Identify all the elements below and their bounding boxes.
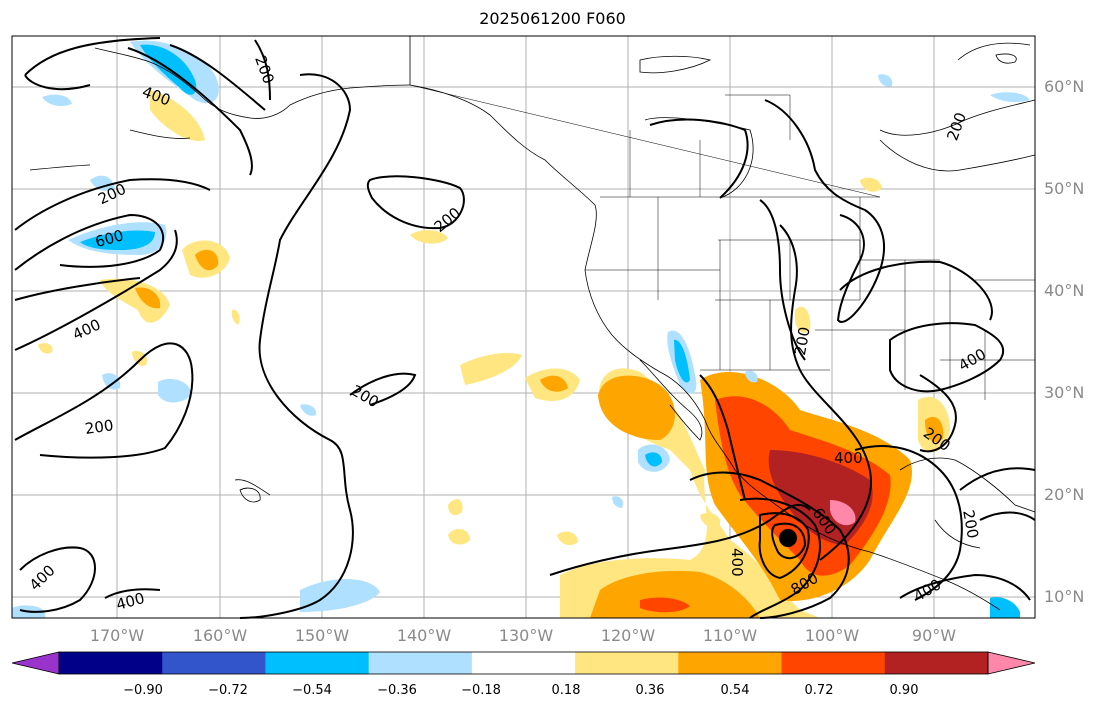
colorbar-tick-label: 0.18 (551, 683, 581, 698)
colorbar-extend-high (987, 651, 1036, 675)
shade-yellow-mid1 (410, 230, 448, 244)
shade-yellow-small9 (231, 309, 240, 325)
lon-label: 90°W (911, 626, 957, 645)
storm-center-marker (779, 529, 797, 547)
colorbar-segment (781, 652, 886, 674)
lon-label: 140°W (396, 626, 452, 645)
colorbar-tick-label: 0.72 (804, 683, 834, 698)
positive-shading (38, 90, 950, 618)
colorbar-extend-low (11, 651, 60, 675)
colorbar-border (58, 651, 989, 675)
shade-yellow-small7 (38, 342, 53, 354)
colorbar-segment (471, 652, 576, 674)
lat-label: 10°N (1044, 587, 1085, 606)
shade-lightblue-small2 (90, 175, 115, 191)
shade-yellow-small5 (794, 306, 811, 333)
lat-label: 30°N (1044, 383, 1085, 402)
lon-label: 170°W (89, 626, 145, 645)
colorbar-segment (884, 652, 989, 674)
lat-label: 20°N (1044, 485, 1085, 504)
shade-yellow-small8 (132, 350, 147, 366)
shade-lightblue-small1 (42, 94, 72, 106)
shade-yellow-small2 (448, 528, 470, 545)
shade-orange-pacific (590, 570, 760, 618)
colorbar-tick-label: −0.72 (208, 683, 248, 698)
shade-yellow-small6 (700, 513, 721, 528)
colorbar-tick-label: 0.54 (720, 683, 750, 698)
colorbar-tick-label: −0.54 (292, 683, 332, 698)
colorbar-segment (59, 652, 163, 674)
shade-yellow-small3 (557, 531, 578, 546)
lat-label: 50°N (1044, 179, 1085, 198)
lon-label: 120°W (600, 626, 656, 645)
shade-orange-mid3 (540, 375, 568, 392)
shade-yellow-small4 (860, 177, 882, 192)
lon-label: 160°W (192, 626, 248, 645)
lon-label: 150°W (294, 626, 350, 645)
map-title: 2025061200 F060 (479, 9, 626, 28)
shade-yellow-west1 (150, 90, 205, 141)
contours (14, 37, 1036, 619)
shade-red-pacific (640, 597, 690, 613)
contour-label: 200 (84, 416, 115, 438)
colorbar-segment (265, 652, 370, 674)
islands (239, 53, 1017, 503)
map-frame (11, 35, 1036, 619)
colorbar-segment (368, 652, 473, 674)
colorbar-tick-label: 0.90 (889, 683, 919, 698)
shade-pink-core (830, 500, 856, 526)
contour-label: 200 (959, 509, 982, 540)
contour-label: 400 (728, 548, 746, 577)
shade-lightblue-pac2 (300, 578, 380, 612)
colorbar-tick-label: −0.36 (377, 683, 417, 698)
shade-yellow-mid2 (460, 353, 522, 385)
shade-lightblue-small6 (878, 74, 893, 87)
contour-label: 400 (834, 449, 863, 467)
colorbar-segment (678, 652, 783, 674)
colorbar-tick-label: −0.90 (123, 683, 163, 698)
shade-orange-baja (598, 375, 675, 440)
colorbar-segment (575, 652, 679, 674)
lon-label: 110°W (702, 626, 758, 645)
shade-blue-gulfcal (674, 339, 690, 383)
shade-lightblue-small11 (990, 597, 1020, 618)
shade-lightblue-small9 (745, 370, 758, 383)
contour-label: 200 (791, 325, 814, 356)
shade-orange-west2 (135, 287, 161, 309)
shade-orange-gulf (925, 416, 944, 443)
shade-lightblue-small3 (158, 378, 192, 403)
lon-label: 130°W (498, 626, 554, 645)
shade-blue-west (80, 230, 155, 250)
shade-blue-pac1 (645, 452, 662, 467)
shade-lightblue-small5 (300, 404, 317, 416)
lon-label: 100°W (804, 626, 860, 645)
shade-yellow-west2 (100, 278, 170, 323)
state-borders (409, 84, 1035, 400)
coastlines (29, 36, 1036, 611)
colorbar-segment (162, 652, 266, 674)
lat-label: 60°N (1044, 77, 1085, 96)
shade-orange-west3 (195, 249, 219, 271)
colorbar (11, 651, 1036, 675)
shade-lightblue-small7 (990, 92, 1030, 103)
shade-lightblue-small8 (612, 496, 624, 508)
shade-lightblue-small4 (102, 373, 121, 390)
lat-label: 40°N (1044, 281, 1085, 300)
shade-yellow-mexico (560, 368, 820, 618)
shade-yellow-small1 (448, 499, 463, 516)
colorbar-tick-label: −0.18 (461, 683, 501, 698)
colorbar-tick-label: 0.36 (635, 683, 665, 698)
